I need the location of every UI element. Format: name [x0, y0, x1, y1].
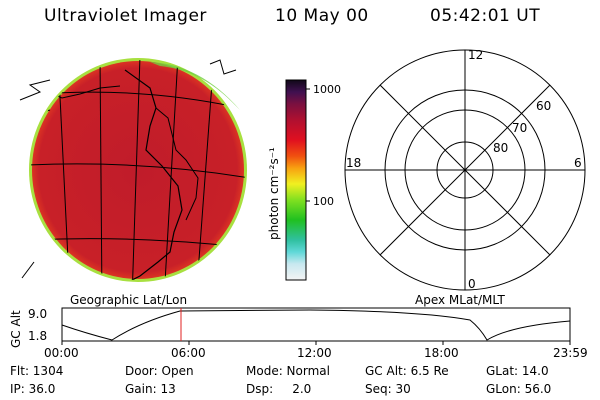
- altitude-xtick: 06:00: [171, 346, 206, 360]
- altitude-xtick: 12:00: [297, 346, 332, 360]
- polar-lat-label: 60: [536, 99, 551, 113]
- polar-mlt-label: 0: [468, 277, 476, 291]
- altitude-xtick: 18:00: [424, 346, 459, 360]
- polar-lat-label: 70: [512, 121, 527, 135]
- flight-number: Flt: 1304: [10, 364, 64, 378]
- polar-lat-label: 80: [493, 141, 508, 155]
- earth-image: [19, 58, 247, 282]
- earth-panel-label: Geographic Lat/Lon: [70, 293, 188, 307]
- colorbar-unit: photon cm⁻²s⁻¹: [267, 147, 281, 240]
- instrument-title: Ultraviolet Imager: [44, 6, 207, 26]
- time-label: 05:42:01 UT: [430, 6, 541, 26]
- door-status: Door: Open: [125, 364, 194, 378]
- sequence-value: Seq: 30: [365, 382, 411, 396]
- altitude-ytick: 9.0: [28, 307, 47, 321]
- dsp-value: Dsp: 2.0: [246, 382, 312, 396]
- altitude-curve: [61, 309, 571, 341]
- date-label: 10 May 00: [275, 6, 369, 26]
- colorbar-tick-label: 100: [313, 195, 334, 208]
- mode-value: Mode: Normal: [246, 364, 330, 378]
- polar-mlt-label: 6: [574, 156, 582, 170]
- colorbar-tick-label: 1000: [313, 83, 341, 96]
- polar-mlt-label: 18: [346, 156, 361, 170]
- gc-altitude: GC Alt: 6.5 Re: [365, 364, 449, 378]
- altitude-xtick: 00:00: [44, 346, 79, 360]
- geo-longitude: GLon: 56.0: [486, 382, 552, 396]
- polar-grid: [344, 49, 586, 291]
- altitude-xtick: 23:59: [553, 346, 588, 360]
- polar-mlt-label: 12: [468, 48, 483, 62]
- altitude-ytick: 1.8: [28, 329, 47, 343]
- colorbar: [285, 79, 307, 281]
- altitude-ylabel: GC Alt: [9, 310, 23, 348]
- polar-panel-label: Apex MLat/MLT: [415, 293, 505, 307]
- ip-value: IP: 36.0: [10, 382, 56, 396]
- gain-value: Gain: 13: [125, 382, 176, 396]
- geo-latitude: GLat: 14.0: [486, 364, 549, 378]
